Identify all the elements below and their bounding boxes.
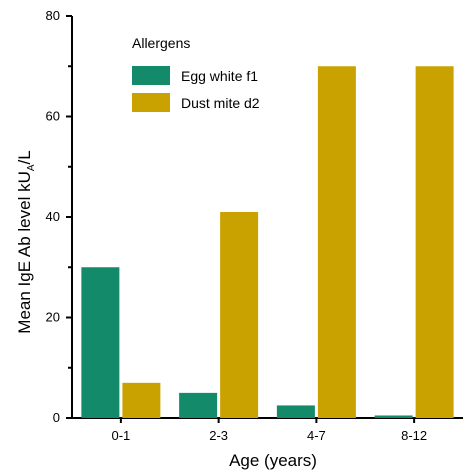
x-tick-label: 4-7 [307,428,326,443]
bar-egg-white-f1-8-12 [374,415,413,418]
legend-swatch [132,93,170,112]
y-axis: 0 20 40 60 80 [46,8,73,425]
legend-label: Dust mite d2 [181,95,260,111]
y-axis-title-unit: /L [15,150,34,164]
x-axis-title: Age (years) [229,451,317,470]
y-tick-label: 40 [46,209,60,224]
y-axis-title-subscript: A [26,164,37,171]
y-tick-label: 20 [46,310,60,325]
legend: Allergens Egg white f1 Dust mite d2 [132,35,260,112]
bar-dust-mite-d2-8-12 [415,66,454,418]
y-tick-label: 0 [53,410,60,425]
legend-items: Egg white f1 Dust mite d2 [132,66,260,112]
bars [81,66,454,418]
bar-egg-white-f1-2-3 [179,392,218,418]
bar-dust-mite-d2-0-1 [122,382,161,418]
bar-dust-mite-d2-2-3 [220,211,259,418]
y-tick-label: 80 [46,8,60,23]
y-tick-label: 60 [46,109,60,124]
bar-egg-white-f1-0-1 [81,267,120,418]
x-axis: 0-1 2-3 4-7 8-12 [71,417,463,443]
y-axis-title: Mean IgE Ab level kUA/L [15,150,37,333]
y-axis-title-main: Mean IgE Ab level kU [15,171,34,334]
legend-swatch [132,66,170,85]
legend-title: Allergens [132,35,190,51]
bar-egg-white-f1-4-7 [276,405,315,418]
x-ticks: 0-1 2-3 4-7 8-12 [111,418,427,443]
legend-label: Egg white f1 [181,68,258,84]
y-ticks: 0 20 40 60 80 [46,8,72,425]
x-tick-label: 0-1 [111,428,130,443]
x-tick-label: 2-3 [209,428,228,443]
x-tick-label: 8-12 [401,428,427,443]
bar-dust-mite-d2-4-7 [317,66,356,418]
